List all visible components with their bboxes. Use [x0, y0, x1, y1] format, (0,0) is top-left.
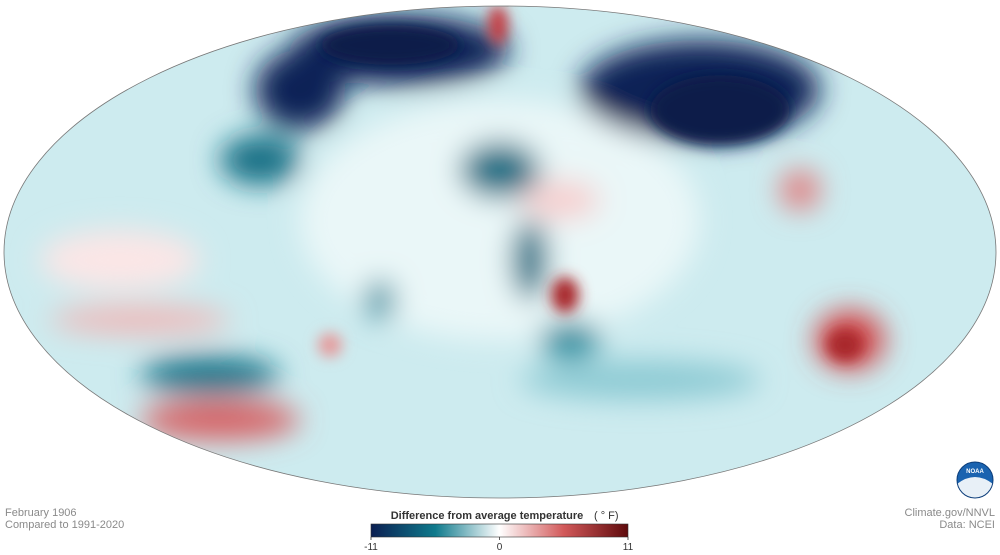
data-source: Data: NCEI [939, 519, 995, 531]
logo-text: NOAA [966, 469, 984, 475]
color-bar-ticks: -11 0 11 [364, 537, 634, 553]
source: Climate.gov/NNVL [905, 507, 995, 519]
tick-label: 0 [497, 542, 503, 553]
tick-label: -11 [364, 542, 378, 553]
tick-label: 11 [623, 542, 634, 553]
noaa-logo: NOAA [956, 461, 994, 502]
globe-outline [3, 5, 997, 499]
date: February 1906 [5, 507, 77, 519]
baseline: Compared to 1991-2020 [5, 519, 124, 531]
color-bar [370, 523, 629, 538]
legend-unit: ( ° F) [594, 510, 619, 522]
legend-title: Difference from average temperature [391, 510, 584, 522]
